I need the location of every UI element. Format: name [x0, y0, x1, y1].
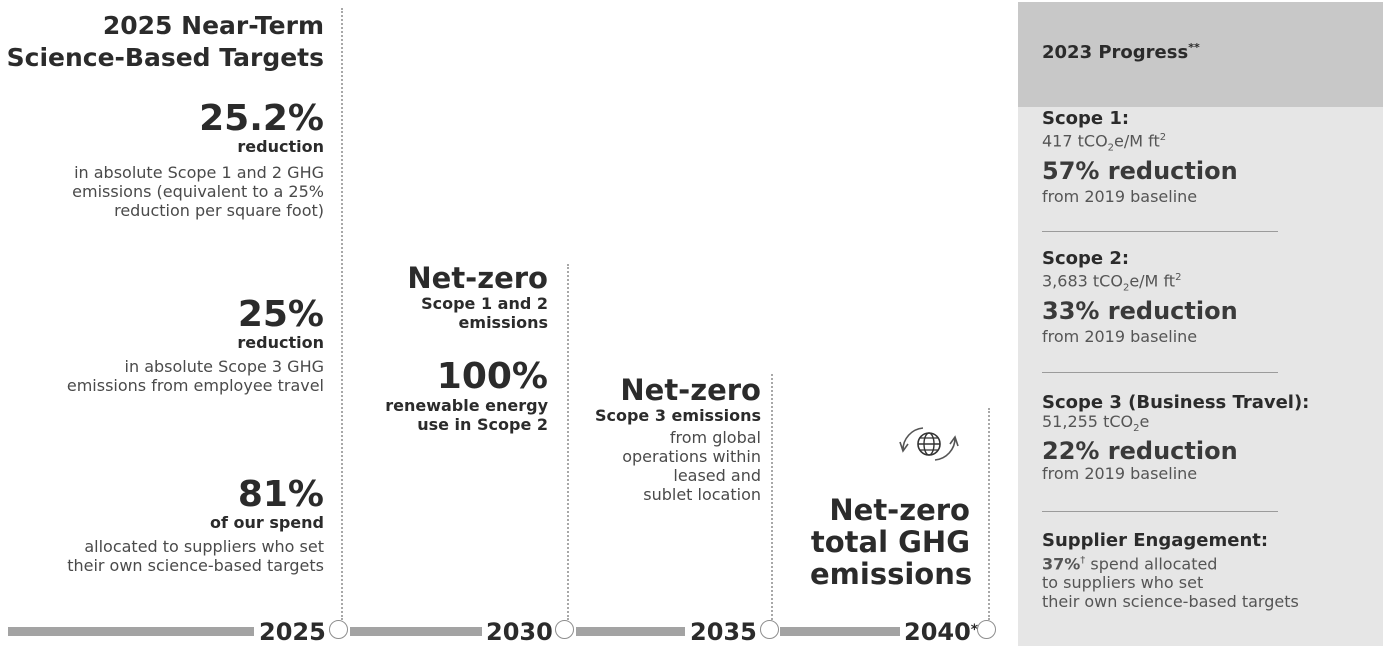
target-label: reduction: [0, 138, 324, 156]
scope1-intensity: 417 tCO2e/M ft2: [1042, 129, 1377, 158]
timeline-bar-2030: [350, 627, 482, 636]
renewable-label: renewable energy use in Scope 2: [360, 396, 548, 434]
scope1-baseline: from 2019 baseline: [1042, 187, 1377, 206]
progress-supplier: Supplier Engagement: 37%† spend allocate…: [1042, 531, 1377, 611]
target-description: allocated to suppliers who set their own…: [0, 537, 324, 575]
divider-2035: [771, 374, 773, 620]
target-scope3-reduction: 25% reduction in absolute Scope 3 GHG em…: [0, 296, 324, 395]
targets-2030: Net-zero Scope 1 and 2 emissions 100% re…: [360, 262, 548, 434]
progress-divider: [1042, 511, 1278, 512]
target-scope12-reduction: 25.2% reduction in absolute Scope 1 and …: [0, 100, 324, 220]
target-value: 25.2%: [0, 100, 324, 138]
target-value: 25%: [0, 296, 324, 334]
netzero-sub-2035: Scope 3 emissions: [565, 406, 761, 425]
netzero-heading-2030: Net-zero: [360, 262, 548, 294]
netzero-sub-2030: Scope 1 and 2 emissions: [360, 294, 548, 332]
targets-2040: Net-zero total GHG emissions: [810, 494, 970, 590]
scope1-reduction: 57% reduction: [1042, 158, 1377, 184]
progress-title: 2023 Progress**: [1042, 37, 1200, 64]
timeline-marker-2035: [760, 620, 779, 639]
timeline-marker-2030: [555, 620, 574, 639]
heading-2025: 2025 Near-Term Science-Based Targets: [0, 10, 324, 74]
target-description: in absolute Scope 1 and 2 GHG emissions …: [0, 163, 324, 220]
target-value: 81%: [0, 476, 324, 514]
scope3-baseline: from 2019 baseline: [1042, 464, 1377, 483]
globe-cycle-icon: [893, 420, 965, 468]
netzero-heading-2035: Net-zero: [565, 374, 761, 406]
progress-scope1: Scope 1: 417 tCO2e/M ft2 57% reduction f…: [1042, 109, 1377, 206]
progress-divider: [1042, 231, 1278, 232]
progress-divider: [1042, 372, 1278, 373]
timeline-bar-2035: [576, 627, 685, 636]
year-2040: 2040*: [904, 619, 978, 645]
scope2-reduction: 33% reduction: [1042, 298, 1377, 324]
targets-2035: Net-zero Scope 3 emissions from global o…: [565, 374, 761, 504]
scope2-baseline: from 2019 baseline: [1042, 327, 1377, 346]
target-description: in absolute Scope 3 GHG emissions from e…: [0, 357, 324, 395]
supplier-spend: 37%† spend allocated: [1042, 551, 1377, 573]
progress-scope3: Scope 3 (Business Travel): 51,255 tCO2e …: [1042, 393, 1377, 483]
divider-2040: [988, 408, 990, 620]
year-2035: 2035: [690, 619, 757, 645]
progress-header: 2023 Progress**: [1018, 2, 1383, 107]
progress-scope2: Scope 2: 3,683 tCO2e/M ft2 33% reduction…: [1042, 249, 1377, 346]
targets-2025: 2025 Near-Term Science-Based Targets: [0, 10, 324, 74]
timeline-bar-2025: [8, 627, 254, 636]
scope3-emissions: 51,255 tCO2e: [1042, 413, 1377, 438]
netzero-description-2035: from global operations within leased and…: [565, 428, 761, 504]
scope2-intensity: 3,683 tCO2e/M ft2: [1042, 269, 1377, 298]
scope3-reduction: 22% reduction: [1042, 438, 1377, 464]
target-label: reduction: [0, 334, 324, 352]
target-supplier-spend: 81% of our spend allocated to suppliers …: [0, 476, 324, 575]
timeline-marker-2040: [977, 620, 996, 639]
divider-2025: [341, 8, 343, 620]
timeline-marker-2025: [329, 620, 348, 639]
renewable-value: 100%: [360, 358, 548, 396]
timeline-bar-2040: [780, 627, 900, 636]
progress-panel: 2023 Progress** Scope 1: 417 tCO2e/M ft2…: [1018, 2, 1383, 646]
target-label: of our spend: [0, 514, 324, 532]
year-2025: 2025: [259, 619, 326, 645]
year-2030: 2030: [486, 619, 553, 645]
